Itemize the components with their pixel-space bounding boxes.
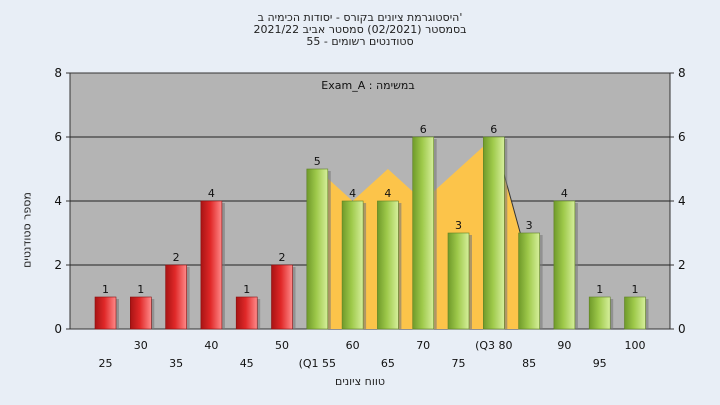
- x-tick-label: 70: [416, 339, 430, 352]
- bar-value-label: 3: [455, 219, 462, 232]
- x-tick-label: 45: [240, 357, 254, 370]
- x-tick-label: 100: [625, 339, 646, 352]
- y-tick-label-left: 4: [54, 194, 62, 208]
- chart-title-line-3: סטודנטים רשומים - 55: [306, 35, 414, 48]
- bar-100: [624, 296, 646, 330]
- bar-50: [271, 264, 293, 330]
- bar-95: [588, 296, 611, 330]
- x-tick-label: 90: [557, 339, 571, 352]
- y-tick-label-right: 2: [678, 258, 686, 272]
- x-tick-label: 95: [593, 357, 607, 370]
- bar-30: [130, 296, 152, 330]
- bar-45: [235, 296, 258, 330]
- bar-value-label: 6: [420, 123, 427, 136]
- bar-value-label: 1: [243, 283, 250, 296]
- bar-value-label: 2: [279, 251, 286, 264]
- y-tick-label-right: 0: [678, 322, 686, 336]
- y-tick-label-right: 6: [678, 130, 686, 144]
- x-tick-label: 30: [134, 339, 148, 352]
- x-tick-label: 85: [522, 357, 536, 370]
- bar-35: [165, 264, 187, 330]
- bar-(Q3 80: [482, 136, 505, 330]
- x-axis-label: טווח ציונים: [335, 375, 385, 388]
- x-tick-label: 65: [381, 357, 395, 370]
- bar-value-label: 4: [349, 187, 356, 200]
- x-tick-label: 60: [346, 339, 360, 352]
- bar-value-label: 1: [102, 283, 109, 296]
- bar-value-label: 1: [596, 283, 603, 296]
- y-tick-label-left: 2: [54, 258, 62, 272]
- chart-annotation: במשימה : Exam_A: [321, 79, 414, 92]
- x-tick-label: 40: [204, 339, 218, 352]
- y-tick-label-right: 4: [678, 194, 686, 208]
- x-tick-label: (Q1 55: [299, 357, 336, 370]
- bar-value-label: 3: [526, 219, 533, 232]
- bar-90: [553, 200, 576, 330]
- bar-value-label: 5: [314, 155, 321, 168]
- bar-value-label: 4: [561, 187, 568, 200]
- bar-(Q1 55: [306, 168, 329, 330]
- chart-title-line-2: בסמסטר (02/2021) סמסטר אביב 2021/22: [253, 23, 467, 36]
- x-tick-label: (Q3 80: [475, 339, 512, 352]
- bar-40: [200, 200, 223, 330]
- bar-value-label: 6: [490, 123, 497, 136]
- y-tick-label-left: 0: [54, 322, 62, 336]
- y-tick-label-right: 8: [678, 66, 686, 80]
- bar-value-label: 4: [384, 187, 391, 200]
- y-axis-label: מספר סטודנטים: [20, 192, 34, 268]
- bar-85: [518, 232, 540, 330]
- bar-75: [447, 232, 470, 330]
- x-tick-label: 50: [275, 339, 289, 352]
- x-tick-label: 35: [169, 357, 183, 370]
- chart-title-line-1: היסטוגרמת ציונים בקורס - יסודות הכימיה ב…: [257, 11, 463, 24]
- x-tick-label: 75: [452, 357, 466, 370]
- bar-value-label: 1: [137, 283, 144, 296]
- bar-value-label: 2: [173, 251, 180, 264]
- bar-25: [94, 296, 117, 330]
- bar-65: [377, 200, 399, 330]
- y-tick-label-left: 6: [54, 130, 62, 144]
- bar-60: [341, 200, 364, 330]
- bar-value-label: 1: [632, 283, 639, 296]
- y-tick-label-left: 8: [54, 66, 62, 80]
- bar-70: [412, 136, 435, 330]
- x-tick-label: 25: [99, 357, 113, 370]
- bar-value-label: 4: [208, 187, 215, 200]
